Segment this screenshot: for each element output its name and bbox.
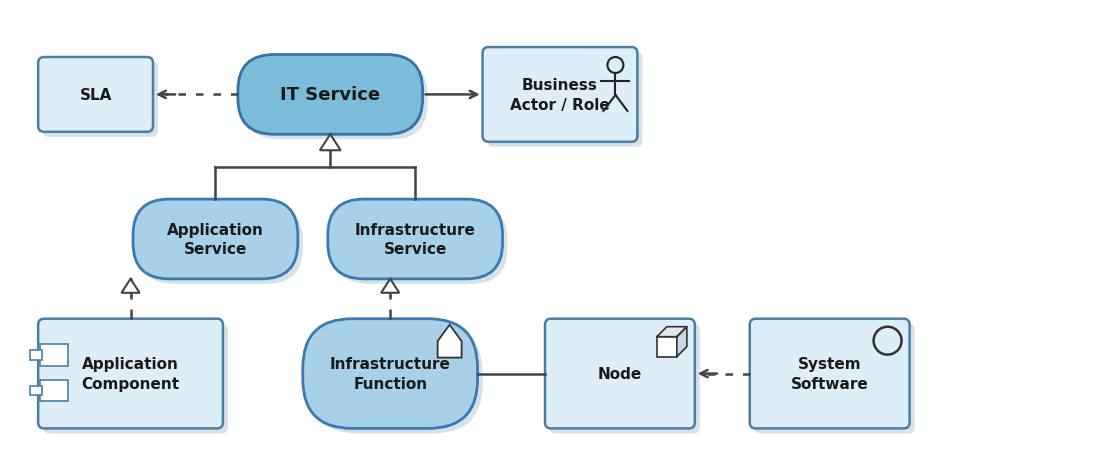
Polygon shape bbox=[121, 279, 140, 293]
FancyBboxPatch shape bbox=[30, 350, 42, 360]
FancyBboxPatch shape bbox=[545, 319, 695, 428]
Text: Infrastructure
Service: Infrastructure Service bbox=[355, 222, 476, 257]
FancyBboxPatch shape bbox=[138, 205, 303, 284]
FancyBboxPatch shape bbox=[755, 324, 915, 433]
FancyBboxPatch shape bbox=[550, 324, 700, 433]
FancyBboxPatch shape bbox=[40, 380, 68, 402]
FancyBboxPatch shape bbox=[242, 61, 428, 140]
Text: Business
Actor / Role: Business Actor / Role bbox=[510, 78, 609, 112]
FancyBboxPatch shape bbox=[303, 319, 477, 428]
Polygon shape bbox=[677, 327, 687, 357]
FancyBboxPatch shape bbox=[483, 48, 637, 142]
Polygon shape bbox=[657, 327, 687, 337]
FancyBboxPatch shape bbox=[39, 319, 223, 428]
FancyBboxPatch shape bbox=[133, 200, 298, 279]
FancyBboxPatch shape bbox=[40, 344, 68, 366]
FancyBboxPatch shape bbox=[327, 200, 503, 279]
FancyBboxPatch shape bbox=[39, 58, 153, 133]
Text: IT Service: IT Service bbox=[280, 86, 380, 104]
Text: System
Software: System Software bbox=[791, 356, 868, 391]
Text: SLA: SLA bbox=[79, 88, 111, 103]
FancyBboxPatch shape bbox=[487, 53, 642, 147]
Text: Application
Service: Application Service bbox=[168, 222, 263, 257]
FancyBboxPatch shape bbox=[307, 324, 483, 433]
Text: Application
Component: Application Component bbox=[82, 356, 180, 391]
FancyBboxPatch shape bbox=[43, 324, 228, 433]
FancyBboxPatch shape bbox=[43, 63, 158, 138]
FancyBboxPatch shape bbox=[749, 319, 909, 428]
Polygon shape bbox=[437, 325, 462, 358]
Text: Infrastructure
Function: Infrastructure Function bbox=[329, 356, 451, 391]
Text: Node: Node bbox=[597, 366, 642, 381]
FancyBboxPatch shape bbox=[333, 205, 508, 284]
Polygon shape bbox=[381, 279, 399, 293]
Polygon shape bbox=[320, 135, 341, 151]
FancyBboxPatch shape bbox=[657, 337, 677, 357]
FancyBboxPatch shape bbox=[238, 56, 423, 135]
FancyBboxPatch shape bbox=[30, 386, 42, 396]
